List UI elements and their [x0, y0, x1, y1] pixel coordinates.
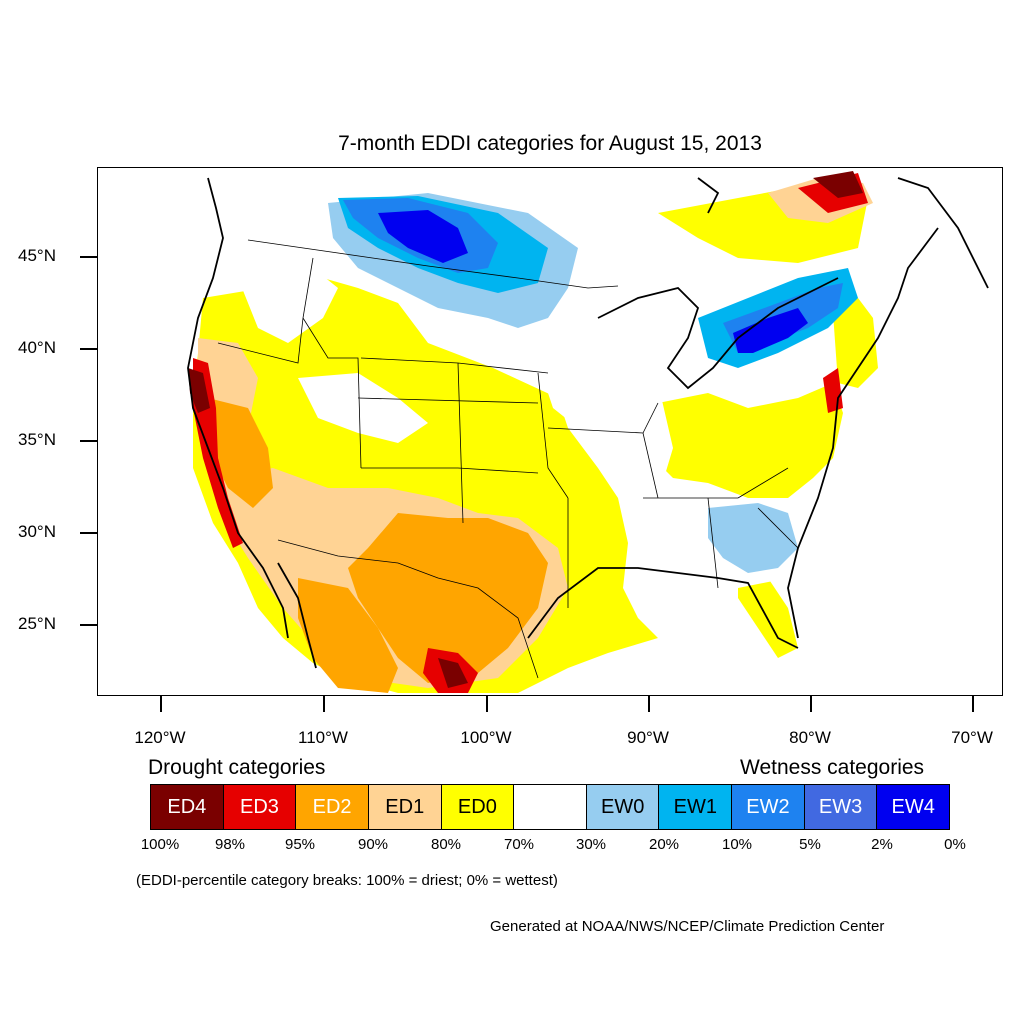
credit-text: Generated at NOAA/NWS/NCEP/Climate Predi… — [490, 918, 885, 935]
lat-label-45n: 45°N — [18, 246, 56, 265]
percent-label: 80% — [430, 836, 462, 853]
great-lakes-outline — [597, 277, 839, 390]
category-regions — [188, 171, 878, 693]
lon-tick — [486, 696, 488, 712]
legend-box-ed4: ED4 — [151, 785, 224, 829]
percent-label: 5% — [799, 836, 821, 853]
lat-tick — [80, 348, 97, 350]
percent-label: 20% — [648, 836, 680, 853]
pacific-coastline — [187, 177, 289, 639]
lon-tick — [160, 696, 162, 712]
wetness-categories-heading: Wetness categories — [740, 756, 925, 779]
us-mexico-border — [277, 539, 539, 679]
atlantic-coastline — [787, 227, 939, 639]
lat-label-40n: 40°N — [18, 338, 56, 357]
lon-label-80w: 80°W — [789, 728, 831, 747]
legend-label-ew2: EW2 — [746, 795, 790, 818]
ew4-region-lake-erie — [733, 308, 808, 353]
lon-label-120w: 120°W — [134, 728, 186, 747]
lon-tick — [810, 696, 812, 712]
map-title: 7-month EDDI categories for August 15, 2… — [338, 132, 762, 155]
percent-label: 98% — [214, 836, 246, 853]
ed0-region-florida — [738, 563, 798, 658]
ed0-region-northeast — [833, 298, 878, 388]
eddi-map — [187, 171, 989, 693]
legend-box-ew0: EW0 — [586, 785, 660, 829]
legend-box-normal — [514, 785, 587, 829]
percent-label: 0% — [944, 836, 966, 853]
legend-label-ed0: ED0 — [457, 795, 497, 818]
legend-label-ed3: ED3 — [240, 795, 279, 818]
legend-label-ew3: EW3 — [818, 795, 863, 818]
ed2-region-mexico — [298, 578, 398, 693]
ew4-region-montana — [378, 210, 468, 263]
category-breaks-note: (EDDI-percentile category breaks: 100% =… — [136, 872, 558, 889]
lat-tick — [80, 440, 97, 442]
state-lines — [217, 257, 799, 608]
lat-label-30n: 30°N — [18, 522, 56, 541]
normal-region-northwest — [238, 268, 338, 343]
lon-label-70w: 70°W — [951, 728, 993, 747]
hudson-coast — [697, 177, 989, 289]
percent-label: 2% — [871, 836, 893, 853]
map-panel — [97, 167, 1003, 696]
legend-box-ed0: ED0 — [441, 785, 515, 829]
legend-box-ed2: ED2 — [296, 785, 369, 829]
normal-region-midwest — [543, 368, 673, 508]
ed4-region-california — [188, 368, 210, 413]
legend-box-ed1: ED1 — [368, 785, 442, 829]
us-canada-border — [247, 239, 619, 289]
lat-tick — [80, 256, 97, 258]
gulf-coastline — [527, 567, 799, 649]
legend-color-bar: ED4 ED3 ED2 ED1 ED0 EW0 EW1 EW2 EW3 EW4 — [150, 784, 950, 830]
ew0-region-southeast — [708, 503, 798, 573]
lon-tick — [648, 696, 650, 712]
ed2-region-california — [208, 398, 273, 508]
lat-label-25n: 25°N — [18, 614, 56, 633]
percent-label: 100% — [140, 836, 180, 853]
ed4-region-mexico — [438, 658, 468, 688]
lat-tick — [80, 624, 97, 626]
percent-label: 10% — [721, 836, 753, 853]
ed2-region-texas — [348, 513, 548, 683]
lat-label-35n: 35°N — [18, 430, 56, 449]
lon-tick — [323, 696, 325, 712]
lon-label-90w: 90°W — [627, 728, 669, 747]
percent-label: 70% — [503, 836, 535, 853]
lon-tick — [972, 696, 974, 712]
lon-label-100w: 100°W — [460, 728, 512, 747]
percent-label: 30% — [575, 836, 607, 853]
legend-label-ew1: EW1 — [673, 795, 717, 818]
legend-box-ew2: EW2 — [732, 785, 805, 829]
ed0-region-east — [653, 383, 843, 498]
legend-label-ew0: EW0 — [600, 795, 645, 818]
percent-label: 95% — [284, 836, 316, 853]
coastlines — [187, 177, 989, 669]
legend-box-ew3: EW3 — [804, 785, 878, 829]
normal-region-plains — [298, 373, 428, 443]
drought-categories-heading: Drought categories — [148, 756, 326, 779]
legend-box-ew4: EW4 — [877, 785, 950, 829]
lon-label-110w: 110°W — [298, 728, 348, 747]
legend-box-ew1: EW1 — [659, 785, 733, 829]
lat-tick — [80, 532, 97, 534]
legend-label-ed1: ED1 — [385, 795, 425, 818]
legend-label-ed4: ED4 — [167, 795, 207, 818]
boundaries — [217, 239, 799, 679]
ed4-region-canada — [813, 171, 863, 198]
legend-label-ed2: ED2 — [312, 795, 352, 818]
legend-label-ew4: EW4 — [891, 795, 935, 818]
legend-box-ed3: ED3 — [223, 785, 297, 829]
baja-coastline — [277, 562, 317, 669]
percent-label: 90% — [357, 836, 389, 853]
